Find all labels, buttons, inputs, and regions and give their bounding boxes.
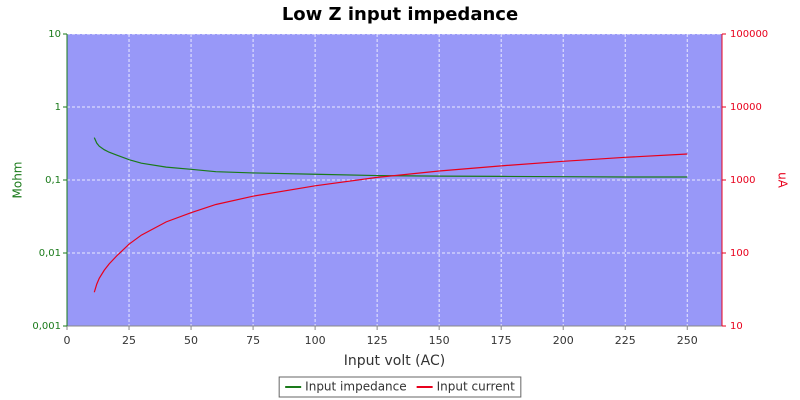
- y-tick-label: 0,01: [39, 248, 61, 259]
- x-tick-label: 250: [677, 334, 698, 347]
- y-tick-label: 0,001: [32, 321, 61, 332]
- x-tick-label: 200: [553, 334, 574, 347]
- y2-tick-label: 10: [730, 321, 743, 332]
- x-axis-label: Input volt (AC): [344, 353, 445, 369]
- x-tick-label: 150: [429, 334, 450, 347]
- y2-tick-label: 10000: [730, 102, 762, 113]
- legend-box: [278, 376, 522, 398]
- line: [93, 137, 688, 178]
- x-tick-label: 225: [615, 334, 636, 347]
- x-tick-label: 100: [305, 334, 326, 347]
- y-axis-label: Mohm: [11, 162, 25, 199]
- legend-label: Input impedance: [305, 380, 406, 394]
- y2-tick-label: 100000: [730, 29, 768, 40]
- x-tick-label: 175: [491, 334, 512, 347]
- y2-tick-label: 1000: [730, 175, 755, 186]
- x-tick-label: 125: [367, 334, 388, 347]
- y2-tick-label: 100: [730, 248, 749, 259]
- x-tick-label: 0: [64, 334, 71, 347]
- y-tick-label: 10: [48, 29, 61, 40]
- legend-label: Input current: [437, 380, 515, 394]
- y2-axis-label: uA: [776, 172, 790, 189]
- x-tick-label: 25: [122, 334, 136, 347]
- y-tick-label: 0,1: [45, 175, 61, 186]
- line: [93, 153, 688, 293]
- x-tick-label: 75: [246, 334, 260, 347]
- y-tick-label: 1: [55, 102, 61, 113]
- chart-title: Low Z input impedance: [282, 4, 518, 25]
- x-tick-label: 50: [184, 334, 198, 347]
- legend: Input impedance Input current: [278, 376, 522, 398]
